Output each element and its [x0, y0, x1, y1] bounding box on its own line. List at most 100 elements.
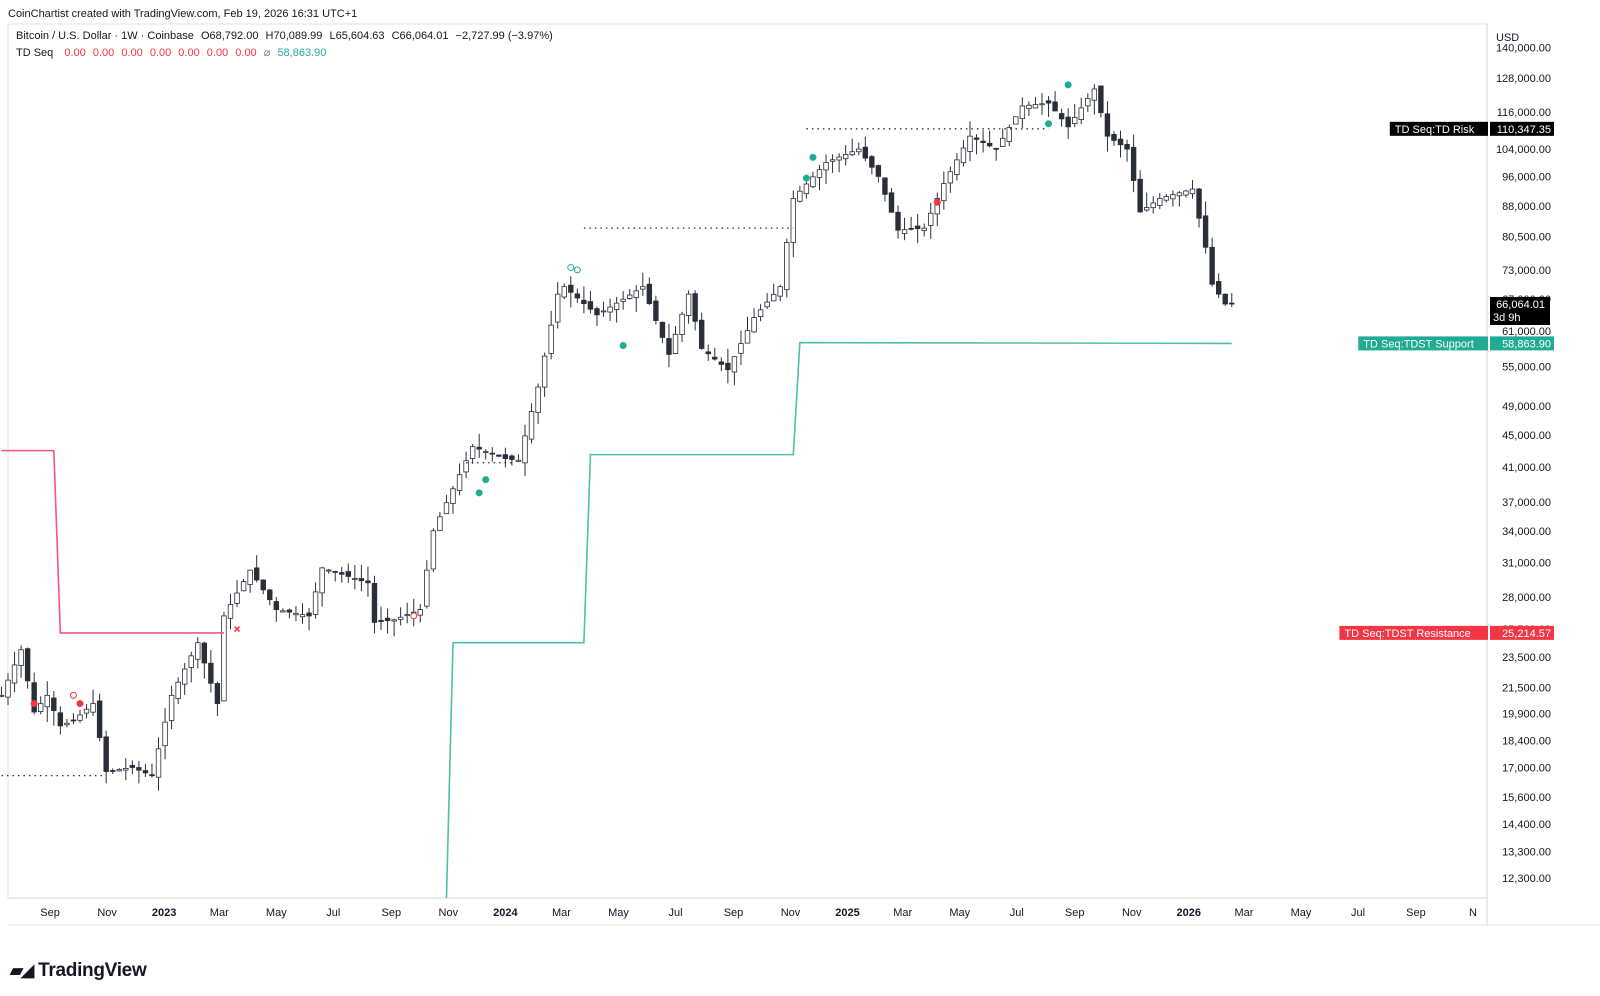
y-tick-label: 61,000.00 [1502, 326, 1551, 338]
candle-body [83, 708, 90, 714]
indicator-support-value: 58,863.90 [277, 47, 327, 59]
candle-body [18, 649, 24, 666]
candle-body [954, 159, 960, 175]
candle-body [1085, 98, 1091, 107]
y-tick-label: 104,000.00 [1496, 144, 1551, 156]
candle-body [358, 578, 365, 582]
candle-body [515, 459, 522, 462]
candle-body [842, 154, 849, 160]
candle-body [267, 589, 273, 601]
x-tick-label: May [1291, 907, 1312, 919]
candle-body [273, 601, 280, 610]
candle-body [1039, 103, 1045, 106]
candle-body [561, 286, 567, 298]
candle-body [620, 298, 626, 302]
x-tick-label: Nov [97, 907, 117, 919]
y-tick-label: 140,000.00 [1496, 43, 1551, 55]
candle-body [1098, 85, 1104, 113]
level-name-label: TD Seq:TDST Resistance [1344, 628, 1470, 640]
candle-body [489, 452, 495, 455]
candle-body [175, 681, 181, 700]
candle-body [378, 620, 384, 622]
candle-body [1143, 207, 1150, 211]
td-sequential-marker [1064, 81, 1072, 89]
candle-body [181, 668, 188, 685]
td-sequential-marker [234, 626, 241, 633]
candle-body [476, 446, 482, 450]
level-name-label: TD Seq:TD Risk [1395, 124, 1475, 136]
candle-body [875, 165, 882, 177]
candle-body [1137, 178, 1143, 213]
candle-body [1176, 192, 1183, 197]
open-value: O68,792.00 [200, 30, 259, 42]
candle-body [568, 284, 574, 293]
candle-body [260, 579, 266, 591]
candle-body [64, 722, 70, 726]
countdown-label: 3d 9h [1493, 312, 1521, 324]
td-sequential-marker [809, 153, 817, 161]
candle-body [692, 293, 698, 322]
indicator-name[interactable]: TD Seq [16, 47, 54, 59]
td-sequential-marker [30, 700, 38, 708]
candle-body [777, 286, 783, 297]
footer-logo: ▰◢ TradingView [10, 960, 147, 982]
candle-body [731, 356, 738, 373]
x-tick-label: Sep [40, 907, 60, 919]
candle-body [44, 694, 50, 708]
x-tick-label: Sep [724, 907, 744, 919]
candle-body [116, 769, 122, 772]
current-price-tag [1490, 296, 1550, 325]
symbol-name[interactable]: Bitcoin / U.S. Dollar · 1W · Coinbase [16, 30, 194, 42]
candle-body [973, 137, 980, 140]
candle-body [1000, 137, 1006, 147]
candle-body [640, 286, 646, 290]
tdst-support-line [445, 341, 1232, 899]
x-tick-label: May [266, 907, 287, 919]
x-tick-label: 2025 [835, 907, 859, 919]
plot-frame [7, 23, 1488, 899]
x-tick-label: Jul [1010, 907, 1024, 919]
x-tick-label: Jul [1351, 907, 1365, 919]
hidden-eye-icon[interactable]: ⌀ [263, 47, 271, 59]
candle-body [129, 765, 136, 768]
x-tick-label: Sep [1406, 907, 1426, 919]
candle-body [1170, 194, 1176, 200]
candle-body [725, 362, 731, 371]
candle-body [1130, 146, 1137, 181]
candle-body [908, 227, 914, 230]
candle-body [391, 619, 397, 622]
candle-body [541, 355, 548, 388]
x-tick-label: 2023 [152, 907, 176, 919]
indicator-value: 0.00 [121, 47, 143, 59]
y-tick-label: 80,500.00 [1502, 232, 1551, 244]
candle-body [286, 609, 293, 613]
candle-body [339, 572, 345, 575]
candle-body [810, 176, 816, 188]
candle-body [986, 142, 993, 147]
candle-body [201, 642, 208, 664]
y-tick-label: 128,000.00 [1496, 73, 1551, 85]
candle-body [227, 604, 234, 619]
candle-body [417, 609, 423, 616]
candle-body [1209, 246, 1215, 285]
candle-body [888, 192, 895, 213]
candle-body [162, 721, 168, 747]
y-tick-label: 96,000.00 [1502, 171, 1551, 183]
low-value: L65,604.63 [329, 30, 385, 42]
candle-body [712, 356, 718, 360]
candle-body [1150, 202, 1156, 209]
candle-body [672, 333, 679, 355]
candle-body [751, 317, 757, 333]
candle-body [240, 581, 247, 592]
indicator-value: 0.00 [235, 47, 257, 59]
candle-body [744, 330, 751, 344]
candle-body [829, 159, 836, 162]
y-tick-label: 19,900.00 [1502, 709, 1551, 721]
y-tick-label: 88,000.00 [1502, 201, 1551, 213]
x-tick-label: Jul [326, 907, 340, 919]
level-value-tag [1490, 121, 1554, 136]
y-tick-label: 116,000.00 [1497, 107, 1551, 119]
x-tick-label: May [949, 907, 970, 919]
x-tick-label: N [1469, 907, 1477, 919]
